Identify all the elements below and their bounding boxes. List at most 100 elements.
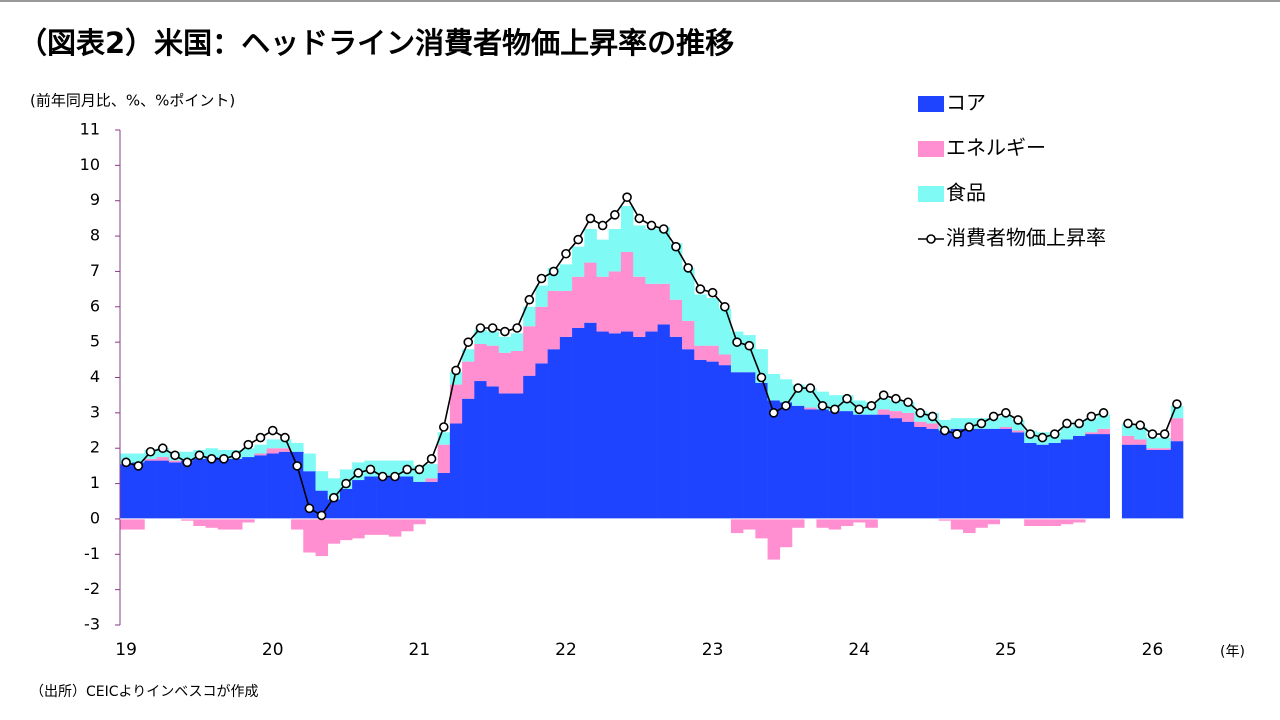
bar-segment bbox=[963, 518, 976, 534]
line-marker bbox=[390, 471, 400, 482]
line-marker bbox=[548, 266, 559, 277]
bar-segment bbox=[303, 453, 316, 472]
bar-segment bbox=[645, 229, 658, 284]
bar-segment bbox=[828, 411, 842, 519]
bar-segment bbox=[620, 206, 634, 252]
bar-segment bbox=[1036, 518, 1049, 526]
line-marker bbox=[316, 510, 327, 521]
bar-segment bbox=[950, 518, 964, 530]
line-marker bbox=[426, 454, 437, 464]
legend-marker bbox=[926, 234, 936, 244]
bar-segment bbox=[425, 481, 438, 519]
bar-segment bbox=[523, 326, 536, 376]
line-marker bbox=[1172, 399, 1182, 409]
line-marker bbox=[500, 326, 510, 337]
line-marker bbox=[304, 503, 315, 514]
bar-segment bbox=[266, 453, 280, 519]
bar-segment bbox=[1048, 518, 1062, 526]
bar-segment bbox=[669, 299, 683, 337]
bar-segment bbox=[266, 448, 280, 454]
line-marker bbox=[597, 220, 608, 231]
bar-segment bbox=[242, 518, 255, 523]
line-marker bbox=[793, 383, 803, 393]
bar-segment bbox=[743, 518, 756, 530]
bar-segment bbox=[242, 457, 255, 519]
bar-segment bbox=[669, 336, 683, 519]
bar-segment bbox=[425, 478, 438, 482]
bar-segment bbox=[620, 331, 634, 519]
bar-segment bbox=[413, 481, 426, 519]
bar-segment bbox=[755, 382, 768, 519]
bar-segment bbox=[633, 276, 646, 337]
bar-segment bbox=[401, 476, 414, 519]
line-marker bbox=[231, 450, 241, 461]
line-marker bbox=[744, 340, 755, 351]
line-marker bbox=[145, 446, 156, 457]
bar-segment bbox=[1024, 518, 1037, 526]
bar-segment bbox=[278, 439, 292, 449]
line-marker bbox=[524, 294, 535, 305]
bar-segment bbox=[1146, 448, 1159, 450]
bar-segment bbox=[1097, 434, 1110, 519]
line-marker bbox=[988, 411, 999, 422]
bar-segment bbox=[559, 290, 573, 337]
bar-segment bbox=[792, 518, 805, 528]
line-marker bbox=[463, 337, 474, 347]
y-tick-label: 3 bbox=[90, 402, 100, 421]
line-marker bbox=[414, 464, 425, 475]
y-tick-label: 7 bbox=[90, 261, 100, 280]
bar-segment bbox=[1121, 435, 1135, 445]
bar-segment bbox=[193, 458, 206, 519]
bar-segment bbox=[706, 345, 720, 362]
bar-segment bbox=[853, 518, 866, 523]
bar-segment bbox=[559, 336, 573, 519]
bar-segment bbox=[254, 455, 267, 519]
bar-segment bbox=[315, 518, 329, 557]
bar-segment bbox=[156, 457, 170, 461]
bar-segment bbox=[498, 352, 512, 394]
bar-segment bbox=[1170, 405, 1184, 419]
bar-segment bbox=[840, 411, 854, 519]
bar-segment bbox=[657, 283, 671, 325]
legend-swatch bbox=[918, 141, 944, 157]
bar-segment bbox=[205, 457, 219, 519]
line-marker bbox=[329, 492, 339, 503]
bar-segment bbox=[730, 518, 744, 534]
bar-segment bbox=[999, 416, 1013, 427]
line-marker bbox=[622, 192, 632, 202]
line-marker bbox=[402, 464, 412, 475]
line-marker bbox=[267, 425, 278, 436]
line-marker bbox=[964, 422, 974, 432]
line-marker bbox=[695, 284, 706, 294]
bar-segment bbox=[449, 423, 463, 519]
bar-segment bbox=[730, 372, 744, 519]
line-marker bbox=[487, 323, 498, 333]
bar-segment bbox=[1158, 437, 1172, 449]
bar-segment bbox=[156, 460, 170, 519]
bar-segment bbox=[608, 271, 622, 334]
bar-segment bbox=[1158, 449, 1172, 519]
bar-segment bbox=[926, 423, 939, 429]
bar-segment bbox=[645, 331, 658, 519]
line-marker bbox=[1037, 432, 1048, 443]
bar-segment bbox=[437, 472, 451, 519]
line-marker bbox=[976, 418, 987, 429]
line-marker bbox=[610, 210, 620, 220]
bar-segment bbox=[718, 365, 732, 519]
bar-segment bbox=[914, 421, 927, 427]
legend-label: コア bbox=[946, 91, 986, 115]
bar-segment bbox=[120, 518, 133, 530]
bar-segment bbox=[572, 246, 585, 277]
bar-segment bbox=[315, 471, 329, 491]
bar-segment bbox=[327, 499, 341, 519]
bar-segment bbox=[657, 227, 671, 284]
bar-segment bbox=[584, 262, 597, 323]
bar-segment bbox=[217, 458, 231, 519]
legend-swatch bbox=[918, 186, 944, 202]
bar-segment bbox=[804, 409, 817, 519]
bar-segment bbox=[352, 518, 365, 539]
y-tick-label: 4 bbox=[90, 367, 100, 386]
bar-segment bbox=[889, 418, 903, 519]
bar-segment bbox=[877, 398, 891, 410]
bar-segment bbox=[987, 418, 1001, 429]
